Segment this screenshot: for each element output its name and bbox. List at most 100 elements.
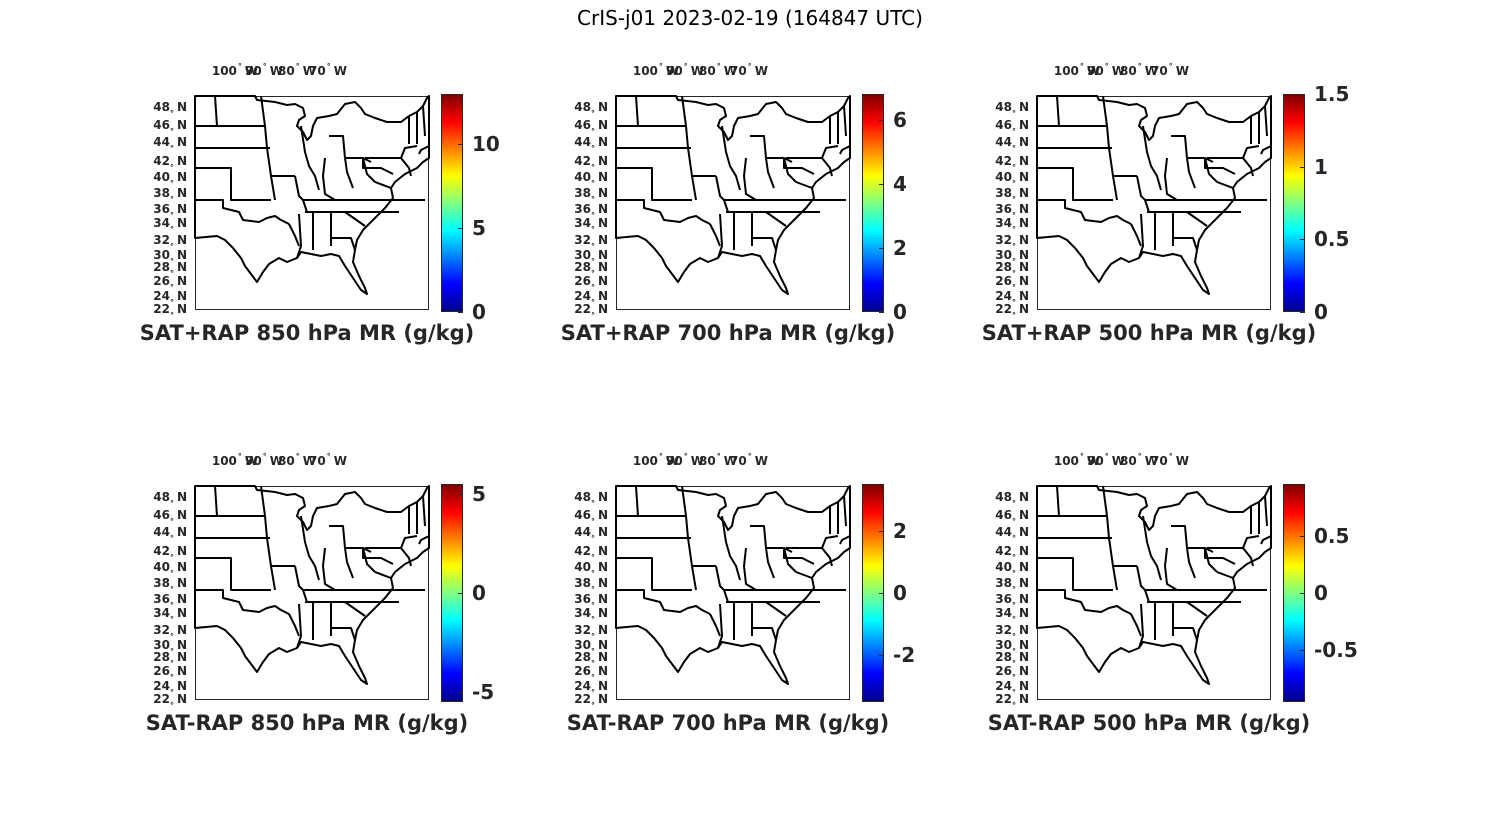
tick-direction: W [1086, 454, 1101, 468]
degree-symbol: ° [169, 242, 174, 251]
degree-symbol: ° [169, 632, 174, 641]
tick-direction: N [597, 544, 608, 558]
tick-number: 34 [995, 606, 1012, 620]
tick-number: 42 [574, 154, 591, 168]
us-state-map [194, 485, 430, 700]
longitude-tick-label: 90° W [666, 62, 704, 78]
state-border [400, 157, 412, 177]
figure-title: CrIS-j01 2023-02-19 (164847 UTC) [577, 6, 923, 30]
tick-number: 48 [995, 490, 1012, 504]
degree-symbol: ° [169, 127, 174, 136]
tick-number: 22 [995, 692, 1012, 706]
tick-number: 32 [574, 233, 591, 247]
degree-symbol: ° [590, 179, 595, 188]
degree-symbol: ° [1011, 601, 1016, 610]
tick-direction: N [1018, 508, 1029, 522]
tick-direction: N [597, 260, 608, 274]
tick-number: 38 [574, 186, 591, 200]
degree-symbol: ° [169, 311, 174, 320]
tick-direction: N [176, 302, 187, 316]
tick-number: 30 [995, 248, 1012, 262]
latitude-tick-label: 38° N [137, 576, 187, 594]
latitude-tick-label: 28° N [979, 650, 1029, 668]
state-border [721, 125, 741, 191]
tick-direction: W [1086, 64, 1101, 78]
state-border [1264, 105, 1268, 137]
latitude-tick-label: 26° N [137, 664, 187, 682]
tick-number: 28 [995, 650, 1012, 664]
state-border [1186, 211, 1208, 227]
state-border [195, 589, 290, 615]
degree-symbol: ° [169, 569, 174, 578]
longitude-tick-label: 90° W [666, 452, 704, 468]
state-border [1216, 181, 1234, 189]
tick-direction: N [176, 248, 187, 262]
tick-number: 32 [574, 623, 591, 637]
latitude-tick-label: 48° N [979, 100, 1029, 118]
latitude-tick-label: 40° N [137, 170, 187, 188]
colorbar-tick-label: 0.5 [1314, 227, 1350, 252]
tick-number: 46 [574, 118, 591, 132]
tick-direction: W [1111, 454, 1125, 468]
tick-number: 34 [574, 606, 591, 620]
tick-direction: N [1018, 638, 1029, 652]
state-border [1260, 535, 1272, 545]
degree-symbol: ° [169, 673, 174, 682]
latitude-tick-label: 26° N [979, 274, 1029, 292]
colorbar-tick-label: 0 [893, 300, 907, 324]
degree-symbol: ° [1104, 62, 1109, 71]
state-border [1260, 145, 1272, 155]
colorbar-tick-mark [458, 312, 463, 313]
tick-number: 70 [730, 454, 747, 468]
tick-number: 34 [995, 216, 1012, 230]
degree-symbol: ° [1011, 144, 1016, 153]
tick-number: 46 [995, 118, 1012, 132]
tick-direction: N [176, 525, 187, 539]
state-border [1204, 157, 1218, 183]
longitude-tick-label: 70° W [1151, 452, 1189, 468]
tick-number: 36 [574, 592, 591, 606]
state-border [362, 157, 376, 183]
state-border [1264, 495, 1268, 527]
tick-number: 90 [666, 454, 683, 468]
latitude-tick-label: 24° N [558, 289, 608, 307]
latitude-tick-label: 30° N [137, 638, 187, 656]
state-border [294, 175, 308, 213]
tick-direction: N [1018, 170, 1029, 184]
tick-direction: N [176, 100, 187, 114]
tick-direction: W [244, 64, 259, 78]
state-border [1130, 223, 1142, 247]
degree-symbol: ° [590, 242, 595, 251]
tick-direction: N [597, 560, 608, 574]
state-border [1136, 565, 1150, 603]
tick-number: 48 [153, 490, 170, 504]
state-border [1037, 557, 1113, 591]
latitude-tick-label: 46° N [558, 118, 608, 136]
degree-symbol: ° [1011, 673, 1016, 682]
us-outline [615, 95, 851, 295]
tick-number: 44 [574, 135, 591, 149]
degree-symbol: ° [590, 127, 595, 136]
latitude-tick-label: 32° N [558, 623, 608, 641]
longitude-tick-label: 80° W [699, 62, 737, 78]
colorbar-tick-label: 0 [893, 581, 907, 605]
degree-symbol: ° [1011, 269, 1016, 278]
latitude-tick-label: 32° N [137, 233, 187, 251]
state-border [752, 237, 777, 251]
degree-symbol: ° [1011, 585, 1016, 594]
tick-direction: N [1018, 186, 1029, 200]
degree-symbol: ° [169, 601, 174, 610]
state-border [795, 571, 813, 579]
tick-direction: N [176, 202, 187, 216]
tick-number: 44 [995, 525, 1012, 539]
state-border [616, 589, 711, 615]
longitude-tick-label: 70° W [309, 62, 347, 78]
us-outline [1036, 95, 1272, 295]
degree-symbol: ° [590, 283, 595, 292]
colorbar-tick-label: 6 [893, 107, 907, 132]
latitude-tick-label: 30° N [979, 248, 1029, 266]
tick-direction: N [1018, 100, 1029, 114]
tick-number: 100 [211, 454, 237, 468]
state-border [752, 627, 777, 641]
state-border [1138, 603, 1144, 649]
